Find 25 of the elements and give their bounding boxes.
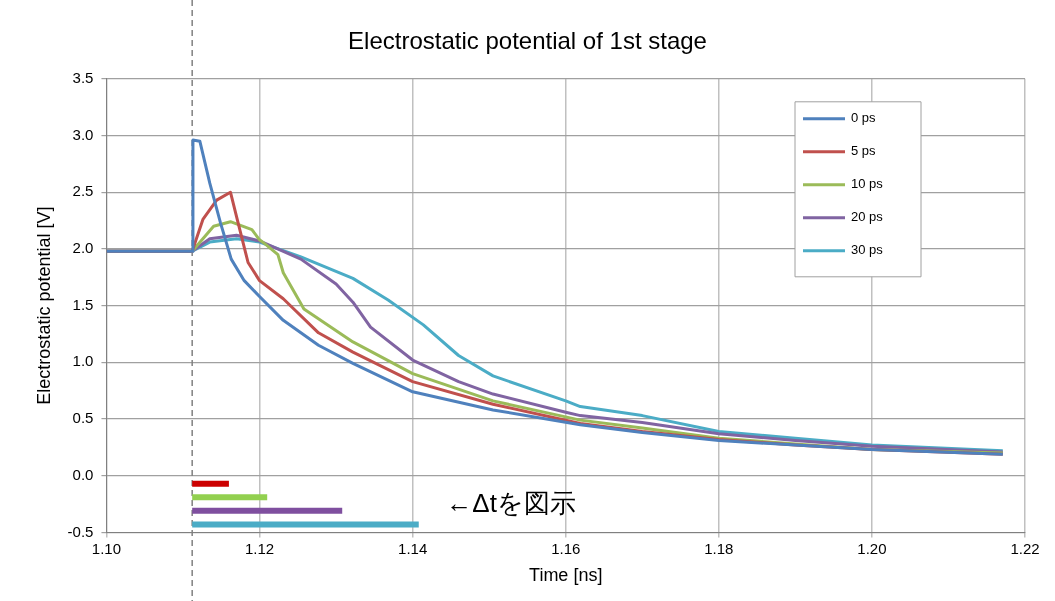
x-tick-label: 1.18	[704, 539, 734, 557]
y-tick-label: 3.5	[72, 68, 94, 86]
y-tick-label: 0.5	[72, 409, 94, 427]
x-tick-label: 1.22	[1010, 539, 1040, 557]
legend-label: 5 ps	[851, 143, 877, 159]
x-tick-label: 1.10	[91, 539, 122, 557]
legend-label: 10 ps	[851, 176, 884, 192]
y-tick-label: 2.0	[72, 239, 94, 257]
legend-label: 0 ps	[851, 110, 877, 126]
legend-label: 30 ps	[851, 242, 884, 258]
y-tick-label: 0.0	[72, 465, 94, 483]
y-tick-label: -0.5	[67, 522, 94, 540]
x-tick-label: 1.14	[398, 539, 428, 557]
y-tick-label: 2.5	[72, 182, 94, 200]
chart-title: Electrostatic potential of 1st stage	[348, 27, 707, 55]
x-tick-label: 1.12	[244, 539, 275, 557]
legend-label: 20 ps	[851, 209, 884, 225]
y-axis-title: Electrostatic potential [V]	[33, 206, 54, 405]
y-tick-label: 1.0	[72, 352, 94, 370]
annotation: ←Δtを図示	[446, 487, 576, 518]
x-tick-label: 1.20	[857, 539, 887, 557]
y-tick-label: 3.0	[72, 125, 94, 143]
x-tick-label: 1.16	[551, 539, 581, 557]
x-axis-title: Time [ns]	[529, 565, 603, 586]
y-tick-label: 1.5	[72, 295, 94, 313]
